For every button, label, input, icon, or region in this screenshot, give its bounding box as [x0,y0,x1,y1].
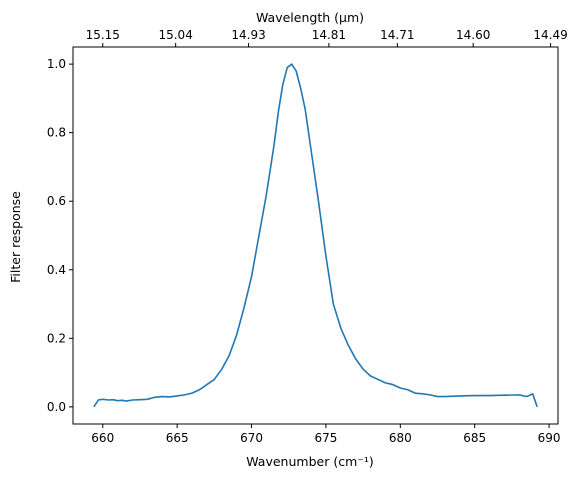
plot-area [93,63,538,408]
x-tick-label: 675 [314,431,337,445]
series-line-1 [93,63,538,408]
left-y-axis: 0.0 0.2 0.4 0.6 0.8 1.0 [47,57,73,414]
top-tick-label: 14.60 [456,28,490,42]
top-tick-label: 14.81 [312,28,346,42]
x-tick-label: 685 [463,431,486,445]
top-tick-label: 14.49 [533,28,567,42]
top-tick-label: 14.93 [231,28,265,42]
y-tick-label: 1.0 [47,57,66,71]
x-tick-label: 690 [538,431,561,445]
bottom-axis-label: Wavenumber (cm⁻¹) [246,454,373,469]
top-axis-label: Wavelength (μm) [256,10,364,25]
x-tick-label: 680 [389,431,412,445]
y-tick-label: 0.2 [47,331,66,345]
bottom-x-axis: 660 665 670 675 680 685 690 [91,424,561,445]
y-tick-label: 0.0 [47,400,66,414]
y-tick-label: 0.4 [47,263,66,277]
top-x-axis: 15.15 15.04 14.93 14.81 14.71 14.60 14.49 [86,28,568,47]
x-tick-label: 670 [240,431,263,445]
top-tick-label: 15.04 [158,28,192,42]
x-tick-label: 665 [166,431,189,445]
x-tick-label: 660 [91,431,114,445]
y-tick-label: 0.6 [47,194,66,208]
left-axis-label: Filter response [8,191,23,283]
top-tick-label: 15.15 [86,28,120,42]
top-tick-label: 14.71 [380,28,414,42]
axes-frame [72,46,559,425]
y-tick-label: 0.8 [47,126,66,140]
